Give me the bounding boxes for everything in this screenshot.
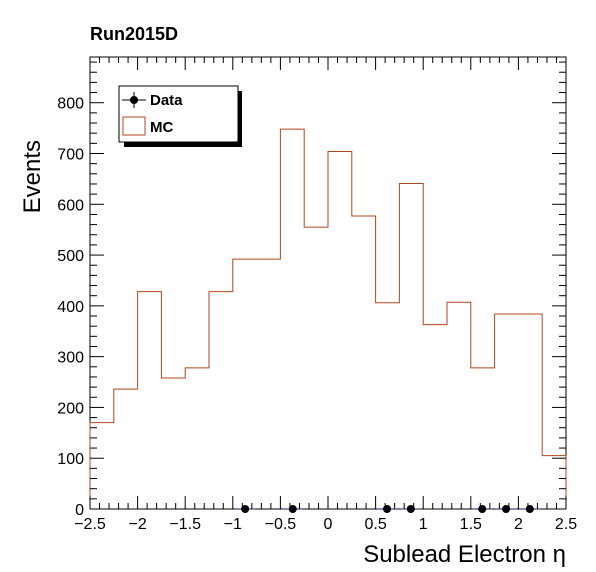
- y-axis-label: Events: [19, 140, 46, 213]
- data-point-3: [406, 505, 415, 513]
- data-point-2: [383, 505, 392, 513]
- y-tick-labels: 0 100 200 300 400 500 600 700 800: [57, 96, 84, 519]
- x-tick-label: 0: [324, 516, 333, 533]
- mc-step-line: [89, 128, 567, 509]
- legend-data-marker: [130, 96, 138, 104]
- legend-label-mc: MC: [150, 119, 173, 136]
- x-tick-label: −0.5: [265, 516, 297, 533]
- data-point-1: [288, 505, 297, 513]
- y-tick-label: 800: [57, 96, 84, 113]
- x-tick-label: 1: [419, 516, 428, 533]
- y-tick-label: 700: [57, 146, 84, 163]
- y-tick-label: 200: [57, 400, 84, 417]
- y-tick-label: 400: [57, 299, 84, 316]
- data-point-6: [525, 505, 534, 513]
- data-point-0: [241, 505, 250, 513]
- legend-entry-data: Data: [122, 92, 183, 109]
- y-tick-label: 100: [57, 451, 84, 468]
- chart-title: Run2015D: [90, 24, 178, 44]
- x-axis-label: Sublead Electron η: [363, 541, 566, 568]
- axis-ticks: [89, 57, 567, 510]
- x-tick-label: 1.5: [460, 516, 482, 533]
- x-tick-label: 2.5: [555, 516, 577, 533]
- data-point-4: [478, 505, 487, 513]
- legend-label-data: Data: [150, 92, 183, 109]
- x-tick-label: −2.5: [74, 516, 106, 533]
- y-tick-label: 0: [75, 502, 84, 519]
- x-tick-labels: −2.5 −2 −1.5 −1 −0.5 0 0.5 1 1.5 2 2.5: [74, 516, 577, 533]
- x-tick-label: 2: [514, 516, 523, 533]
- x-tick-label: −2: [128, 516, 146, 533]
- y-tick-label: 300: [57, 350, 84, 367]
- y-tick-label: 600: [57, 197, 84, 214]
- legend: Data MC: [118, 85, 242, 147]
- data-point-5: [502, 505, 511, 513]
- x-tick-label: −1.5: [169, 516, 201, 533]
- legend-mc-swatch: [122, 116, 146, 136]
- x-tick-label: −1: [224, 516, 242, 533]
- legend-entry-mc: MC: [122, 116, 173, 136]
- y-tick-label: 500: [57, 248, 84, 265]
- x-tick-label: 0.5: [364, 516, 386, 533]
- mc-histogram: [89, 128, 567, 509]
